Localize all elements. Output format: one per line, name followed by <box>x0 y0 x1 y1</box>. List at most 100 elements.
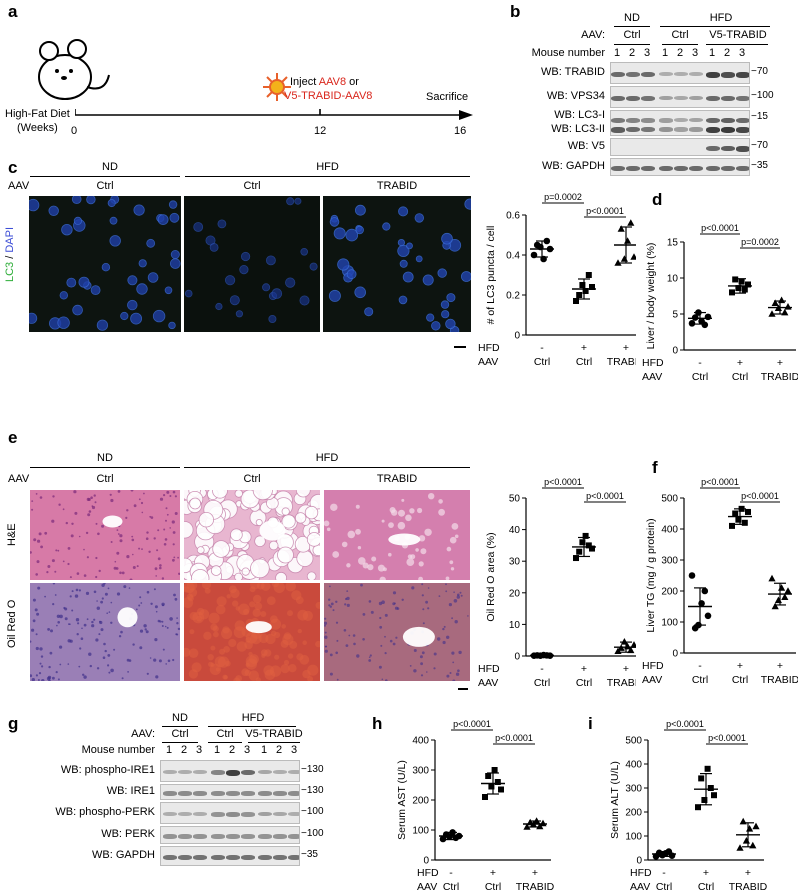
g-group-hfd: HFD <box>241 712 265 724</box>
tissue-cell <box>125 516 128 519</box>
mouse-number: 3 <box>738 47 746 59</box>
tissue-cell <box>452 679 456 681</box>
tissue-cell <box>73 490 77 494</box>
blot-image <box>610 138 750 156</box>
tissue-cell <box>141 548 143 550</box>
oro-image-hfd-ctrl <box>184 583 320 681</box>
tissue-cell <box>250 558 270 579</box>
tissue-cell <box>241 668 250 677</box>
tissue-cell <box>309 262 318 271</box>
c-aav-label: AAV <box>8 180 30 192</box>
tissue-cell <box>64 607 68 611</box>
tissue-cell <box>52 583 56 585</box>
tissue-cell <box>110 621 113 624</box>
blot-band <box>626 72 640 78</box>
row2-value: Ctrl <box>692 371 708 383</box>
tissue-cell <box>261 653 266 658</box>
tissue-cell <box>39 647 43 651</box>
tissue-cell <box>101 583 105 587</box>
y-tick-label: 100 <box>661 618 678 629</box>
tissue-cell <box>287 653 294 659</box>
tissue-cell <box>109 493 112 496</box>
c-group-hfd: HFD <box>316 161 339 173</box>
row2-value: Ctrl <box>576 356 592 368</box>
row2-value: Ctrl <box>443 881 459 891</box>
tissue-cell <box>285 277 296 288</box>
marker-label: −100 <box>301 806 324 817</box>
tissue-cell <box>234 490 243 498</box>
c-scale-bar <box>454 346 466 348</box>
data-point <box>729 289 735 296</box>
marker-label: −100 <box>301 828 324 839</box>
row2-value: TRABID <box>761 371 798 383</box>
tissue-cell <box>78 535 81 538</box>
blot-band <box>721 146 735 152</box>
row1-label: HFD <box>642 660 664 672</box>
b-aav-label: AAV: <box>581 29 605 41</box>
blot-band <box>611 118 625 124</box>
tissue-cell <box>389 507 396 513</box>
tissue-cell <box>418 535 426 542</box>
tissue-cell <box>86 618 89 621</box>
tissue-cell <box>398 295 408 305</box>
tissue-cell <box>426 671 428 673</box>
tissue-cell <box>380 644 383 647</box>
row2-label: AAV <box>642 371 662 383</box>
tissue-cell <box>110 498 114 503</box>
e-group-nd: ND <box>97 452 113 464</box>
y-tick-label: 20 <box>509 588 521 599</box>
row1-value: - <box>698 660 702 672</box>
tissue-cell <box>61 224 73 236</box>
blot-band <box>736 166 749 172</box>
tissue-cell <box>440 300 450 309</box>
tissue-cell <box>420 674 424 677</box>
data-point <box>579 539 586 546</box>
tissue-cell <box>421 651 425 655</box>
blot-band <box>163 791 177 796</box>
blot-band <box>288 834 299 839</box>
tissue-cell <box>57 621 60 624</box>
tissue-cell <box>68 623 70 625</box>
blot-band <box>273 812 287 817</box>
tissue-cell <box>128 587 131 589</box>
tissue-cell <box>169 495 172 497</box>
row2-value: Ctrl <box>576 677 592 689</box>
tissue-cell <box>368 600 372 603</box>
blot-band <box>689 166 703 172</box>
data-point <box>741 286 748 293</box>
tissue-cell <box>54 594 57 596</box>
data-point <box>749 841 757 849</box>
tissue-cell <box>330 503 338 511</box>
tissue-cell <box>449 536 457 544</box>
tissue-cell <box>67 639 71 643</box>
row2-label: AAV <box>417 881 437 891</box>
row1-value: - <box>540 663 544 675</box>
row2-value: Ctrl <box>692 674 708 686</box>
tissue-cell <box>132 553 134 556</box>
data-point <box>729 522 735 529</box>
tissue-cell <box>283 659 290 666</box>
tissue-cell <box>44 531 48 535</box>
tissue-cell <box>243 608 250 615</box>
mouse-number: 1 <box>613 47 621 59</box>
tissue-cell <box>451 617 453 620</box>
data-point <box>707 785 714 791</box>
tissue-cell <box>364 307 374 317</box>
tissue-cell <box>213 631 219 638</box>
he-image-hfd-trabid <box>324 490 470 580</box>
tissue-cell <box>427 587 430 589</box>
tissue-cell <box>85 591 90 595</box>
tissue-cell <box>212 540 230 558</box>
tissue-cell <box>212 490 228 499</box>
data-point <box>620 255 628 262</box>
tissue-cell <box>254 535 266 547</box>
tissue-cell <box>69 576 72 579</box>
blot-image <box>610 62 750 84</box>
data-point <box>589 545 595 552</box>
tissue-cell <box>379 576 386 580</box>
tissue-cell <box>101 524 105 528</box>
tissue-cell <box>343 629 347 632</box>
tissue-cell <box>91 624 95 628</box>
tissue-cell <box>136 565 139 568</box>
tissue-cell <box>107 587 110 590</box>
